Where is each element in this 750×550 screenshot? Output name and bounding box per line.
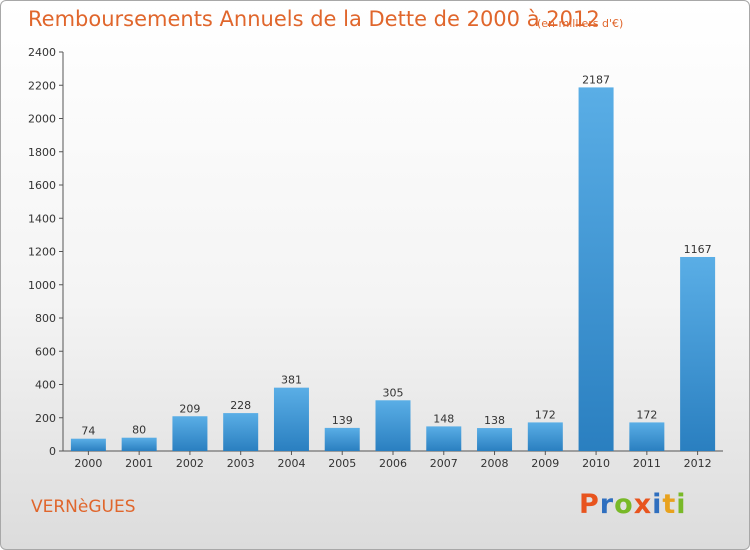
proxiti-logo: Proxiti (579, 489, 687, 520)
x-tick-label: 2004 (277, 457, 305, 470)
bar (273, 387, 309, 451)
x-tick-label: 2001 (125, 457, 153, 470)
bar (121, 437, 157, 451)
data-label: 172 (636, 408, 657, 421)
y-tick-label: 600 (35, 345, 56, 358)
x-tick-label: 2011 (633, 457, 661, 470)
data-label: 228 (230, 399, 251, 412)
y-tick-label: 1600 (28, 179, 56, 192)
logo-letter: i (652, 489, 663, 520)
x-tick-label: 2009 (531, 457, 559, 470)
chart-subtitle: (en milliers d'€) (537, 17, 624, 30)
y-tick-label: 2400 (28, 46, 56, 59)
x-tick-label: 2007 (430, 457, 458, 470)
x-tick-label: 2002 (176, 457, 204, 470)
y-tick-label: 1000 (28, 279, 56, 292)
bar (375, 400, 411, 451)
data-label: 1167 (684, 243, 712, 256)
x-tick-label: 2012 (684, 457, 712, 470)
bar (223, 413, 259, 451)
y-tick-label: 0 (49, 445, 56, 458)
x-tick-label: 2010 (582, 457, 610, 470)
data-label: 80 (132, 424, 146, 437)
y-tick-label: 1800 (28, 146, 56, 159)
data-label: 148 (433, 412, 454, 425)
x-tick-label: 2008 (481, 457, 509, 470)
chart-title: Remboursements Annuels de la Dette de 20… (28, 7, 600, 31)
y-tick-label: 1400 (28, 212, 56, 225)
bar (629, 422, 665, 451)
y-tick-label: 2000 (28, 113, 56, 126)
data-label: 139 (332, 414, 353, 427)
bar (172, 416, 208, 451)
logo-letter: P (579, 489, 600, 520)
y-tick-label: 1200 (28, 246, 56, 259)
y-tick-label: 2200 (28, 79, 56, 92)
bar (426, 426, 462, 451)
data-label: 172 (535, 408, 556, 421)
data-label: 305 (383, 386, 404, 399)
bar (578, 87, 614, 451)
x-tick-label: 2000 (74, 457, 102, 470)
logo-letter: t (662, 489, 677, 520)
place-name: VERNèGUES (31, 497, 136, 517)
x-tick-label: 2003 (227, 457, 255, 470)
logo-letter: x (633, 489, 653, 520)
data-label: 74 (81, 425, 95, 438)
y-tick-label: 400 (35, 379, 56, 392)
data-label: 138 (484, 414, 505, 427)
x-tick-label: 2006 (379, 457, 407, 470)
logo-letter: i (676, 489, 687, 520)
y-tick-label: 800 (35, 312, 56, 325)
data-label: 381 (281, 374, 302, 387)
data-label: 209 (179, 402, 200, 415)
bar (680, 256, 716, 451)
bar (477, 428, 513, 451)
bar (70, 438, 106, 451)
bar (527, 422, 563, 451)
logo-letter: r (599, 489, 615, 520)
logo-letter: o (614, 489, 634, 520)
data-label: 2187 (582, 73, 610, 86)
x-tick-label: 2005 (328, 457, 356, 470)
y-tick-label: 200 (35, 412, 56, 425)
bar (324, 427, 360, 451)
